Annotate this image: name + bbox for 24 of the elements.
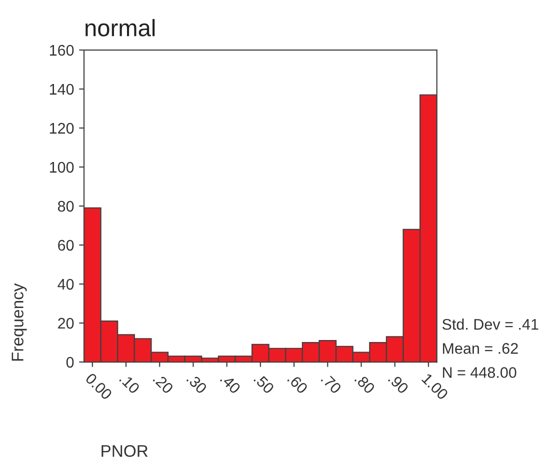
y-tick-label: 40 <box>58 278 74 290</box>
y-tick-label: 100 <box>50 162 74 173</box>
x-tick-label: .70 <box>320 373 342 394</box>
x-axis-title: PNOR <box>102 445 148 457</box>
x-tick-label: .50 <box>253 373 275 394</box>
y-tick-label: 140 <box>50 84 74 95</box>
y-axis-title: Frequency <box>12 283 27 361</box>
chart-title: normal <box>86 19 155 36</box>
text: Std. Dev = .41 <box>442 318 538 330</box>
x-tick-label: .30 <box>186 373 208 394</box>
y-tick-label: 20 <box>58 318 74 329</box>
x-tick-label: .80 <box>354 373 376 394</box>
y-tick-label: 160 <box>50 44 74 56</box>
x-tick-label: 0.00 <box>84 372 113 400</box>
y-tick-label: 60 <box>58 240 74 251</box>
y-tick-label: 120 <box>50 122 74 134</box>
y-tick-label: 80 <box>58 200 74 212</box>
x-tick-label: .90 <box>388 373 410 394</box>
x-tick-label: .40 <box>220 373 242 394</box>
x-tick-label: .20 <box>152 373 174 394</box>
x-tick-label: .10 <box>119 373 140 394</box>
x-tick-label: .60 <box>287 373 308 394</box>
text: Mean = .62 <box>442 343 518 354</box>
y-tick-label: 0 <box>66 356 74 368</box>
